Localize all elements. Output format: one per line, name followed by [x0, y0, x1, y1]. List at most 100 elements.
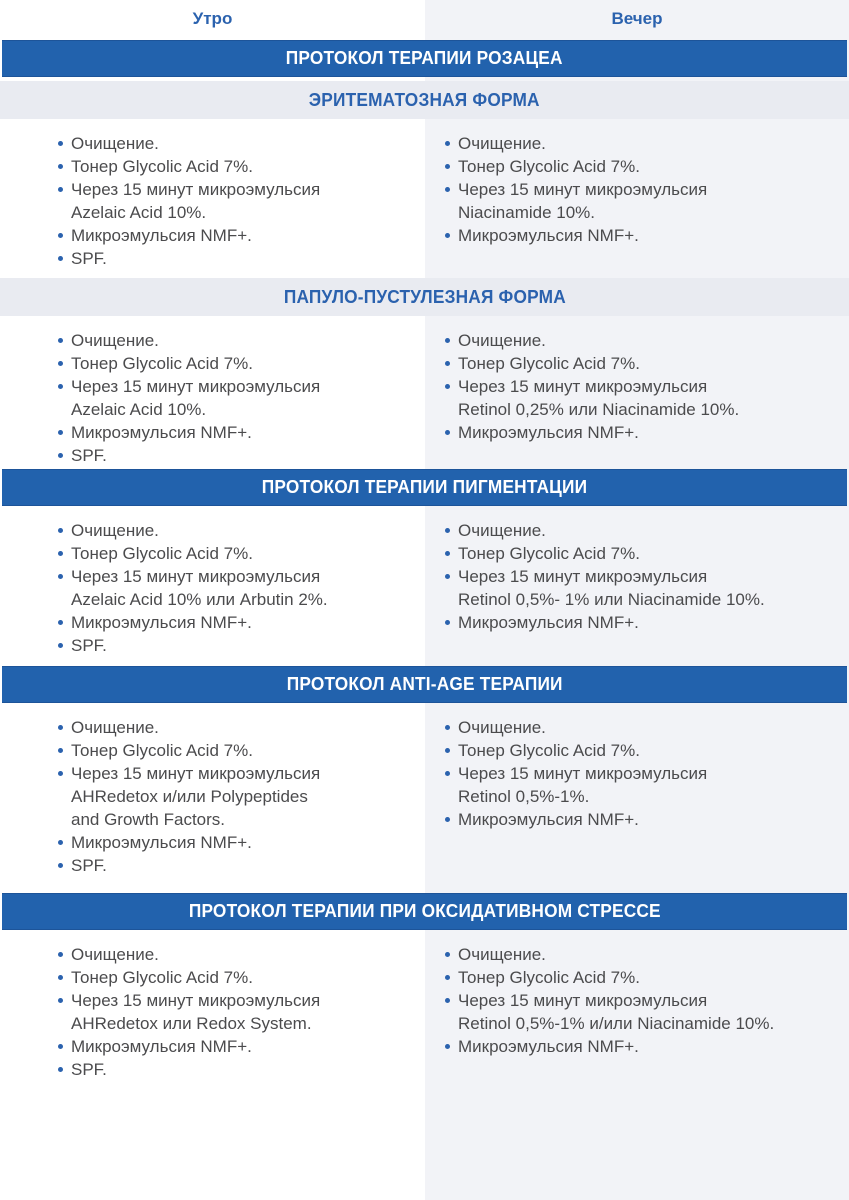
morning-routine-item: SPF. — [58, 444, 428, 467]
section-banner: ПРОТОКОЛ ТЕРАПИИ ПРИ ОКСИДАТИВНОМ СТРЕСС… — [2, 893, 847, 930]
column-header-morning: Утро — [192, 9, 233, 28]
morning-routine-list: Очищение. Тонер Glycolic Acid 7%. Через 15… — [58, 716, 428, 877]
bullet-icon — [445, 975, 450, 980]
evening-routine-item: Очищение. — [445, 519, 815, 542]
routine-step-text: Через 15 минут микроэмульсия AHRedetox и… — [71, 991, 321, 1033]
morning-routine-item: Очищение. — [58, 716, 428, 739]
morning-routine-item: SPF. — [58, 854, 428, 877]
routine-step-text: Микроэмульсия NMF+. — [71, 613, 252, 632]
evening-column: Очищение. Тонер Glycolic Acid 7%. Через 15… — [428, 316, 849, 467]
bullet-icon — [445, 748, 450, 753]
bullet-icon — [58, 187, 63, 192]
routine-step-text: Тонер Glycolic Acid 7%. — [458, 741, 640, 760]
routine-step-text: SPF. — [71, 636, 107, 655]
evening-column-background — [425, 0, 849, 1200]
protocol-sections: ПРОТОКОЛ ТЕРАПИИ РОЗАЦЕА ЭРИТЕМАТОЗНАЯ ФО… — [0, 40, 849, 1094]
morning-column: Очищение. Тонер Glycolic Acid 7%. Через 15… — [0, 119, 428, 278]
bullet-icon — [58, 551, 63, 556]
evening-routine-item: Тонер Glycolic Acid 7%. — [445, 739, 815, 762]
morning-routine-item: Тонер Glycolic Acid 7%. — [58, 739, 428, 762]
evening-column: Очищение. Тонер Glycolic Acid 7%. Через 15… — [428, 119, 849, 278]
subsection-banner: ЭРИТЕМАТОЗНАЯ ФОРМА — [0, 81, 849, 119]
bullet-icon — [58, 1044, 63, 1049]
evening-routine-item: Тонер Glycolic Acid 7%. — [445, 542, 815, 565]
bullet-icon — [58, 361, 63, 366]
routine-step-text: Тонер Glycolic Acid 7%. — [458, 157, 640, 176]
morning-routine-item: Микроэмульсия NMF+. — [58, 611, 428, 634]
section-banner-title: ПРОТОКОЛ ТЕРАПИИ РОЗАЦЕА — [286, 48, 563, 68]
bullet-icon — [445, 384, 450, 389]
evening-routine-item: Тонер Glycolic Acid 7%. — [445, 966, 815, 989]
subsection-banner-title: ПАПУЛО-ПУСТУЛЕЗНАЯ ФОРМА — [283, 286, 566, 307]
bullet-icon — [58, 643, 63, 648]
evening-column: Очищение. Тонер Glycolic Acid 7%. Через 15… — [428, 703, 849, 891]
routine-row: Очищение. Тонер Glycolic Acid 7%. Через 15… — [0, 119, 849, 278]
bullet-icon — [445, 952, 450, 957]
morning-routine-item: SPF. — [58, 634, 428, 657]
evening-routine-item: Через 15 минут микроэмульсия Retinol 0,5… — [445, 565, 815, 611]
routine-step-text: Очищение. — [458, 718, 546, 737]
bullet-icon — [58, 430, 63, 435]
evening-routine-item: Микроэмульсия NMF+. — [445, 421, 815, 444]
morning-routine-item: Через 15 минут микроэмульсия Azelaic Aci… — [58, 375, 428, 421]
morning-column: Очищение. Тонер Glycolic Acid 7%. Через 15… — [0, 703, 428, 891]
bullet-icon — [58, 840, 63, 845]
section-banner-title: ПРОТОКОЛ ANTI-AGE ТЕРАПИИ — [286, 674, 563, 694]
routine-step-text: Тонер Glycolic Acid 7%. — [458, 544, 640, 563]
routine-step-text: Микроэмульсия NMF+. — [71, 226, 252, 245]
routine-step-text: Через 15 минут микроэмульсия Azelaic Aci… — [71, 567, 328, 609]
evening-routine-item: Через 15 минут микроэмульсия Retinol 0,5… — [445, 989, 815, 1035]
routine-step-text: Тонер Glycolic Acid 7%. — [71, 157, 253, 176]
routine-row: Очищение. Тонер Glycolic Acid 7%. Через 15… — [0, 930, 849, 1094]
routine-step-text: Тонер Glycolic Acid 7%. — [458, 354, 640, 373]
routine-step-text: Микроэмульсия NMF+. — [71, 423, 252, 442]
routine-step-text: Через 15 минут микроэмульсия Azelaic Aci… — [71, 377, 321, 419]
routine-step-text: Через 15 минут микроэмульсия Azelaic Aci… — [71, 180, 321, 222]
evening-routine-item: Микроэмульсия NMF+. — [445, 224, 815, 247]
column-header-evening: Вечер — [611, 9, 663, 28]
bullet-icon — [445, 817, 450, 822]
routine-step-text: Микроэмульсия NMF+. — [458, 226, 639, 245]
bullet-icon — [445, 998, 450, 1003]
routine-step-text: Микроэмульсия NMF+. — [71, 833, 252, 852]
bullet-icon — [58, 141, 63, 146]
bullet-icon — [445, 574, 450, 579]
bullet-icon — [58, 771, 63, 776]
routine-row: Очищение. Тонер Glycolic Acid 7%. Через 15… — [0, 506, 849, 664]
routine-step-text: Очищение. — [458, 331, 546, 350]
morning-routine-list: Очищение. Тонер Glycolic Acid 7%. Через 15… — [58, 132, 428, 270]
routine-step-text: Тонер Glycolic Acid 7%. — [71, 544, 253, 563]
routine-step-text: SPF. — [71, 856, 107, 875]
evening-routine-item: Очищение. — [445, 716, 815, 739]
routine-step-text: Тонер Glycolic Acid 7%. — [458, 968, 640, 987]
routine-step-text: Очищение. — [71, 718, 159, 737]
evening-routine-list: Очищение. Тонер Glycolic Acid 7%. Через 15… — [445, 943, 815, 1058]
morning-routine-list: Очищение. Тонер Glycolic Acid 7%. Через 15… — [58, 329, 428, 467]
routine-step-text: Тонер Glycolic Acid 7%. — [71, 968, 253, 987]
bullet-icon — [58, 453, 63, 458]
subsection-banner: ПАПУЛО-ПУСТУЛЕЗНАЯ ФОРМА — [0, 278, 849, 316]
evening-column: Очищение. Тонер Glycolic Acid 7%. Через 15… — [428, 506, 849, 664]
evening-routine-item: Микроэмульсия NMF+. — [445, 1035, 815, 1058]
bullet-icon — [445, 141, 450, 146]
morning-routine-list: Очищение. Тонер Glycolic Acid 7%. Через 15… — [58, 943, 428, 1081]
bullet-icon — [445, 1044, 450, 1049]
bullet-icon — [58, 528, 63, 533]
bullet-icon — [58, 998, 63, 1003]
subsection-banner-title: ЭРИТЕМАТОЗНАЯ ФОРМА — [309, 89, 540, 110]
routine-step-text: Очищение. — [71, 521, 159, 540]
routine-step-text: Очищение. — [71, 134, 159, 153]
routine-step-text: Через 15 минут микроэмульсия Retinol 0,2… — [458, 377, 740, 419]
routine-step-text: Очищение. — [458, 521, 546, 540]
routine-step-text: SPF. — [71, 1060, 107, 1079]
bullet-icon — [58, 1067, 63, 1072]
routine-step-text: Тонер Glycolic Acid 7%. — [71, 741, 253, 760]
evening-routine-item: Тонер Glycolic Acid 7%. — [445, 155, 815, 178]
routine-step-text: Через 15 минут микроэмульсия Retinol 0,5… — [458, 991, 775, 1033]
evening-routine-item: Микроэмульсия NMF+. — [445, 808, 815, 831]
section-banner: ПРОТОКОЛ ТЕРАПИИ ПИГМЕНТАЦИИ — [2, 469, 847, 506]
evening-column: Очищение. Тонер Glycolic Acid 7%. Через 15… — [428, 930, 849, 1094]
routine-step-text: Через 15 минут микроэмульсия Retinol 0,5… — [458, 567, 765, 609]
bullet-icon — [58, 384, 63, 389]
